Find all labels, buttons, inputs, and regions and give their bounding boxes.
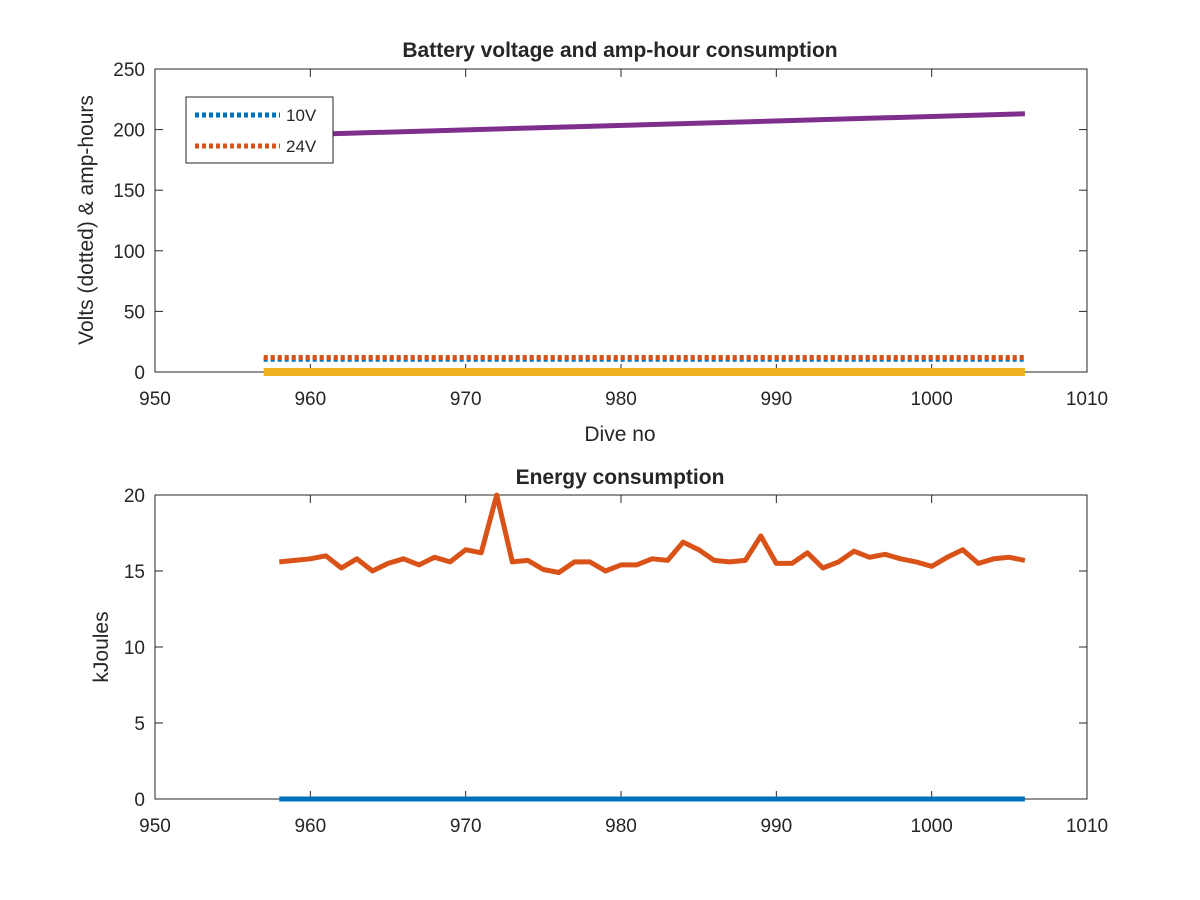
x-tick-label: 980 — [605, 389, 637, 410]
x-tick-label: 1000 — [911, 816, 953, 837]
x-tick-label: 1010 — [1066, 816, 1108, 837]
legend: 10V 24V — [185, 96, 334, 164]
x-tick-label: 970 — [450, 816, 482, 837]
y-tick-label: 20 — [124, 486, 145, 507]
x-tick-label: 980 — [605, 816, 637, 837]
x-tick-label: 950 — [139, 389, 171, 410]
voltage-amp-hour-plot: Battery voltage and amp-hour consumption… — [75, 39, 1108, 446]
x-axis-label: Dive no — [584, 423, 655, 446]
plot-title: Battery voltage and amp-hour consumption — [402, 39, 837, 62]
y-tick-label: 150 — [113, 181, 145, 202]
y-tick-label: 100 — [113, 242, 145, 263]
x-tick-label: 1000 — [911, 389, 953, 410]
energy-consumption-plot: Energy consumption 950 960 970 980 990 1000 10… — [90, 466, 1108, 837]
y-tick-label: 0 — [134, 363, 145, 384]
x-tick-label: 960 — [294, 389, 326, 410]
y-tick-label: 15 — [124, 562, 145, 583]
x-tick-label: 960 — [294, 816, 326, 837]
y-tick-label: 200 — [113, 121, 145, 142]
y-tick-label: 5 — [134, 714, 145, 735]
legend-label-24v: 24V — [286, 137, 317, 156]
y-axis-label: kJoules — [90, 611, 113, 682]
plot-area — [154, 494, 1088, 800]
y-tick-label: 10 — [124, 638, 145, 659]
series-line-3 — [263, 111, 1025, 139]
legend-box — [185, 96, 334, 164]
x-tick-label: 990 — [760, 389, 792, 410]
series-line-2 — [279, 492, 1026, 575]
x-tick-label: 950 — [139, 816, 171, 837]
y-axis-label: Volts (dotted) & amp-hours — [75, 95, 98, 345]
x-tick-label: 990 — [760, 816, 792, 837]
y-tick-label: 250 — [113, 60, 145, 81]
plot-title: Energy consumption — [516, 466, 725, 489]
x-tick-label: 1010 — [1066, 389, 1108, 410]
x-tick-label: 970 — [450, 389, 482, 410]
y-tick-label: 0 — [134, 790, 145, 811]
legend-label-10v: 10V — [286, 106, 317, 125]
y-tick-label: 50 — [124, 302, 145, 323]
